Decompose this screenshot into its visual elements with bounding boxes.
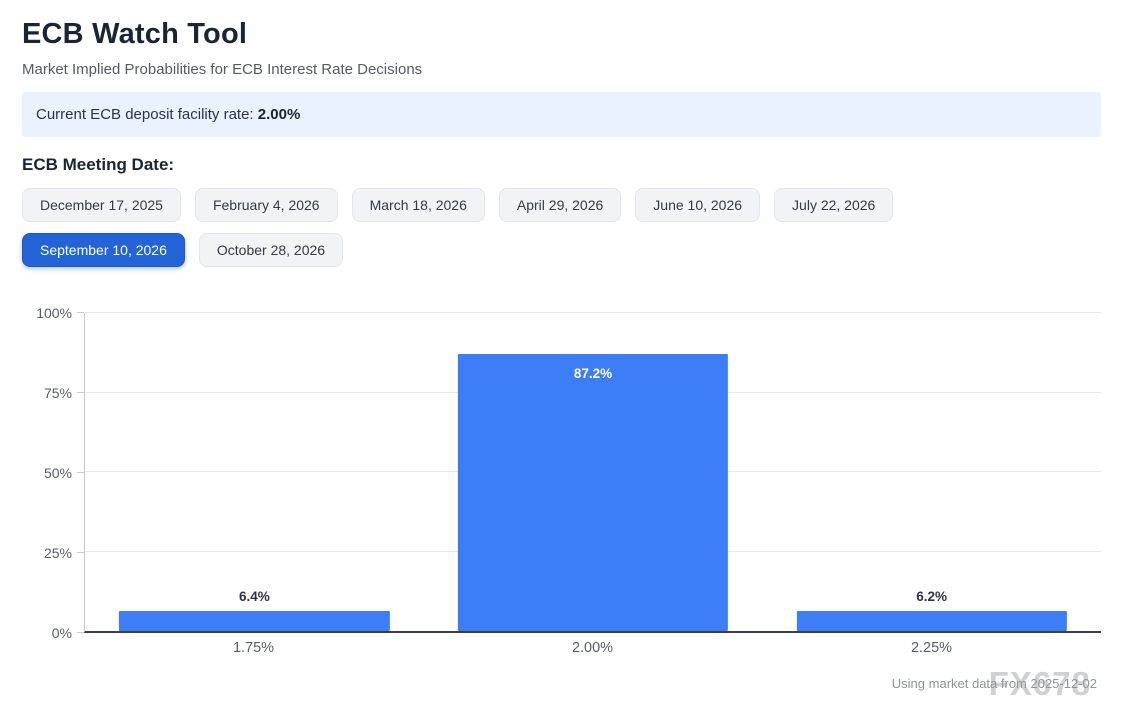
y-tick-mark bbox=[77, 632, 84, 633]
gridline bbox=[85, 312, 1101, 313]
meeting-date-chip[interactable]: April 29, 2026 bbox=[498, 188, 622, 222]
current-rate-label: Current ECB deposit facility rate: bbox=[36, 106, 258, 123]
meeting-date-chip[interactable]: February 4, 2026 bbox=[194, 188, 338, 222]
page-subtitle: Market Implied Probabilities for ECB Int… bbox=[22, 61, 423, 78]
y-tick-label: 0% bbox=[51, 625, 72, 641]
probability-chart: 0% 25% 50% 75% 100% 6.4% 87.2% 6.2% 1.75% 2.00%… bbox=[22, 305, 1101, 661]
meeting-date-chip[interactable]: June 10, 2026 bbox=[635, 188, 761, 222]
y-tick-mark bbox=[77, 312, 84, 313]
bar-value-label: 6.2% bbox=[916, 589, 948, 605]
chart-footer: Using market data from 2025-12-02 FX678 bbox=[22, 665, 1101, 721]
meeting-date-chip[interactable]: October 28, 2026 bbox=[198, 233, 344, 267]
meeting-date-list: December 17, 2025 February 4, 2026 March 1… bbox=[22, 188, 1062, 267]
y-tick-mark bbox=[77, 392, 84, 393]
y-tick-label: 25% bbox=[43, 545, 72, 561]
current-rate-value: 2.00% bbox=[257, 106, 301, 123]
bar-value-label: 6.4% bbox=[238, 588, 270, 604]
x-tick-label: 2.25% bbox=[910, 640, 953, 656]
probability-bar: 87.2% bbox=[457, 353, 729, 631]
meeting-date-chip[interactable]: September 10, 2026 bbox=[22, 233, 185, 267]
probability-bar: 6.2% bbox=[796, 589, 1067, 631]
current-rate-banner: Current ECB deposit facility rate: 2.00% bbox=[22, 92, 1101, 137]
y-tick-mark bbox=[77, 552, 84, 553]
x-tick-label: 2.00% bbox=[571, 640, 614, 656]
x-axis: 1.75% 2.00% 2.25% bbox=[84, 633, 1101, 661]
y-tick-mark bbox=[77, 472, 84, 473]
meeting-date-chip[interactable]: July 22, 2026 bbox=[774, 188, 894, 222]
bar-value-label: 87.2% bbox=[573, 365, 613, 381]
y-tick-label: 50% bbox=[43, 465, 72, 481]
y-tick-label: 75% bbox=[43, 385, 72, 401]
y-tick-label: 100% bbox=[36, 305, 72, 321]
page-title: ECB Watch Tool bbox=[22, 18, 248, 50]
probability-bar: 6.4% bbox=[119, 589, 390, 631]
x-tick-label: 1.75% bbox=[232, 640, 275, 656]
meeting-date-chip[interactable]: March 18, 2026 bbox=[351, 188, 485, 222]
data-note: Using market data from 2025-12-02 bbox=[891, 676, 1097, 691]
plot-area: 6.4% 87.2% 6.2% bbox=[84, 312, 1101, 633]
meeting-date-chip[interactable]: December 17, 2025 bbox=[22, 188, 181, 222]
meeting-date-heading: ECB Meeting Date: bbox=[22, 155, 175, 174]
y-axis: 0% 25% 50% 75% 100% bbox=[22, 305, 84, 641]
